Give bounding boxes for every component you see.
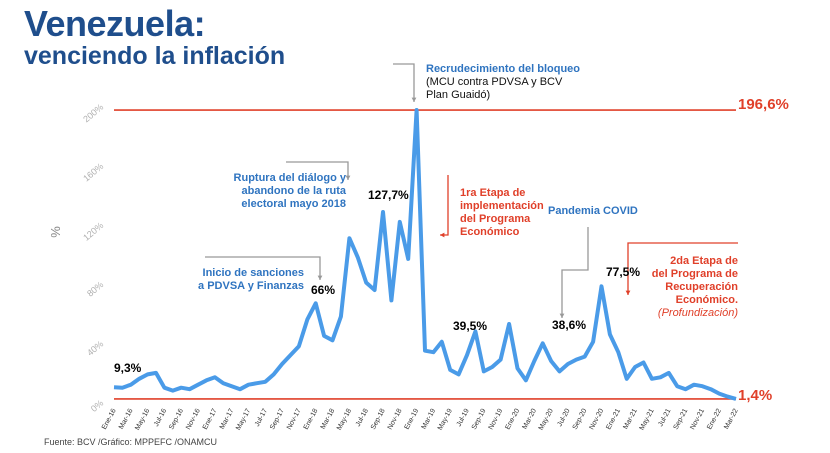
x-tick-label: Jul-20	[557, 408, 572, 428]
value-label-ago19: 39,5%	[453, 319, 488, 333]
x-tick-label: Jul-21	[657, 408, 672, 428]
x-tick-label: Sep-18	[370, 408, 387, 431]
annotation-etapa2-line1: 2da Etapa de	[670, 255, 738, 267]
annotation-bloqueo: Recrudecimiento del bloqueo (MCU contra …	[426, 63, 580, 102]
reference-label-max: 196,6%	[738, 96, 789, 113]
x-tick-label: Sep-20	[572, 408, 589, 431]
y-tick-label: 40%	[85, 339, 105, 358]
x-tick-label: Mar-19	[421, 408, 438, 431]
x-tick-label: Ene-21	[605, 408, 622, 431]
arrow-dialogo	[286, 161, 349, 180]
x-tick-label: Ene-17	[202, 408, 219, 431]
x-tick-label: Jul-18	[355, 408, 370, 428]
arrow-sanciones-head	[317, 275, 323, 280]
x-tick-label: Mar-17	[219, 408, 236, 431]
arrow-bloqueo-head	[411, 97, 417, 102]
value-label-nov20: 77,5%	[606, 265, 641, 279]
x-tick-label: Nov-16	[185, 408, 202, 431]
x-tick-label: Jul-17	[254, 408, 269, 428]
y-tick-label: 0%	[89, 398, 105, 414]
source-note: Fuente: BCV /Gráfico: MPPEFC /ONAMCU	[44, 437, 218, 447]
y-tick-label: 160%	[81, 161, 105, 183]
x-tick-label: May-21	[639, 408, 656, 432]
x-tick-label: May-18	[336, 408, 353, 432]
annotation-covid-line1: Pandemia COVID	[548, 205, 638, 217]
x-tick-label: Mar-18	[320, 408, 337, 431]
x-tick-label: Mar-20	[521, 408, 538, 431]
x-tick-label: Nov-17	[286, 408, 303, 431]
value-label-sep18: 127,7%	[368, 188, 409, 202]
x-tick-label: Mar-22	[723, 408, 740, 431]
annotation-sanciones-line1: Inicio de sanciones	[202, 267, 304, 279]
x-tick-label: Jul-19	[456, 408, 471, 428]
annotation-etapa1-line4: Económico	[460, 226, 520, 238]
x-tick-label: May-20	[538, 408, 555, 432]
reference-label-min: 1,4%	[738, 387, 773, 404]
x-tick-label: Sep-19	[471, 408, 488, 431]
value-label-ene18: 66%	[311, 283, 336, 297]
annotation-dialogo-line3: electoral mayo 2018	[241, 198, 346, 210]
annotation-etapa1-line3: del Programa	[460, 213, 531, 225]
title-line-1: Venezuela:	[24, 3, 206, 44]
arrow-dialogo-head	[345, 175, 351, 180]
annotation-etapa2-line3: Recuperación	[665, 281, 738, 293]
x-tick-label: May-19	[437, 408, 454, 432]
x-tick-label: Ene-20	[504, 408, 521, 431]
annotation-etapa2: 2da Etapa de del Programa de Recuperació…	[638, 255, 738, 320]
value-label-may20: 38,6%	[552, 318, 587, 332]
x-tick-label: May-17	[235, 408, 252, 432]
annotation-bloqueo-line2: Plan Guaidó)	[426, 89, 491, 101]
x-tick-label: Nov-21	[689, 408, 706, 431]
arrow-bloqueo	[393, 63, 415, 102]
y-tick-label: 200%	[81, 102, 105, 124]
arrow-etapa1-head	[440, 232, 445, 238]
annotation-bloqueo-title: Recrudecimiento del bloqueo	[426, 63, 581, 75]
annotation-etapa2-line2: del Programa de	[651, 268, 738, 280]
annotation-sanciones-line2: a PDVSA y Finanzas	[198, 280, 304, 292]
x-tick-label: Sep-21	[673, 408, 690, 431]
x-tick-label: Mar-21	[622, 408, 639, 431]
x-tick-label: Ene-16	[101, 408, 118, 431]
x-tick-label: May-16	[134, 408, 151, 432]
title-line-2: venciendo la inflación	[24, 42, 286, 70]
y-tick-label: 80%	[85, 279, 105, 298]
arrow-sanciones	[205, 256, 321, 280]
annotation-covid: Pandemia COVID	[548, 205, 638, 218]
x-tick-label: Mar-16	[118, 408, 135, 431]
y-axis-label: %	[48, 226, 63, 238]
y-tick-label: 120%	[81, 220, 105, 242]
x-tick-label: Ene-19	[404, 408, 421, 431]
x-tick-label: Jul-16	[153, 408, 168, 428]
x-tick-label: Nov-18	[387, 408, 404, 431]
annotation-etapa2-line4: Económico.	[675, 294, 738, 306]
x-tick-label: Nov-19	[488, 408, 505, 431]
chart-title: Venezuela: venciendo la inflación	[24, 6, 285, 69]
arrow-etapa2	[627, 242, 738, 295]
x-tick-label: Sep-17	[269, 408, 286, 431]
x-tick-label: Nov-20	[588, 408, 605, 431]
arrow-etapa1	[440, 175, 449, 236]
arrow-covid-head	[559, 313, 565, 318]
annotation-etapa2-line5: (Profundización)	[657, 307, 738, 319]
annotation-dialogo: Ruptura del diálogo y abandono de la rut…	[222, 172, 346, 211]
annotation-dialogo-line2: abandono de la ruta	[241, 185, 346, 197]
x-tick-label: Ene-22	[706, 408, 723, 431]
value-label-ene16: 9,3%	[114, 361, 142, 375]
arrow-covid	[561, 227, 589, 318]
annotation-etapa1-line1: 1ra Etapa de	[460, 187, 526, 199]
annotation-etapa1: 1ra Etapa de implementación del Programa…	[460, 187, 544, 239]
x-tick-label: Ene-18	[303, 408, 320, 431]
annotation-bloqueo-line1: (MCU contra PDVSA y BCV	[426, 76, 563, 88]
x-tick-label: Sep-16	[168, 408, 185, 431]
inflation-series-line	[113, 108, 737, 401]
annotation-dialogo-line1: Ruptura del diálogo y	[233, 172, 346, 184]
annotation-etapa1-line2: implementación	[460, 200, 544, 212]
arrow-etapa2-head	[625, 290, 631, 295]
annotation-sanciones: Inicio de sanciones a PDVSA y Finanzas	[190, 267, 304, 293]
